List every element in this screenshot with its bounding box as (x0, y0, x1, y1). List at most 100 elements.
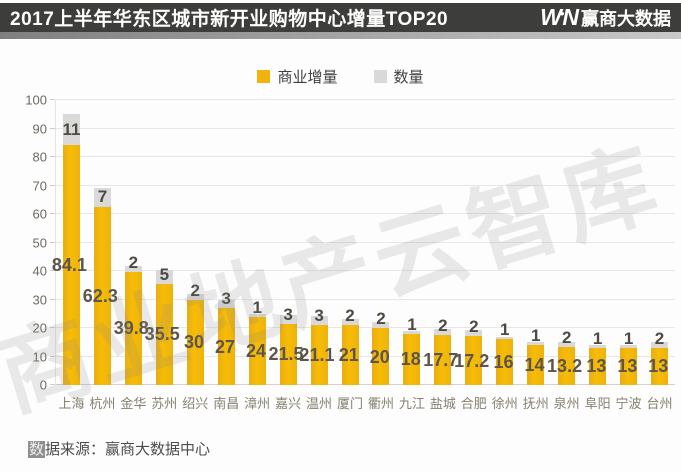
value-label-金华: 39.8 (113, 318, 149, 339)
legend-item-count: 数量 (373, 66, 424, 87)
bar-increment-台州 (651, 347, 669, 385)
bar-count-台州 (651, 342, 669, 348)
value-label-衢州: 20 (369, 346, 390, 367)
value-label-苏州: 35.5 (144, 324, 180, 345)
gridline-0 (56, 384, 675, 385)
value-label-上海: 84.1 (51, 255, 87, 276)
value-label-杭州: 62.3 (82, 286, 118, 307)
bar-increment-九江 (403, 333, 421, 385)
bar-increment-苏州 (155, 283, 173, 385)
x-axis-label-盐城: 盐城 (429, 396, 456, 411)
chart-legend: 商业增量 数量 (0, 66, 681, 87)
x-axis-label-合肥: 合肥 (460, 396, 487, 411)
bar-increment-上海 (62, 145, 80, 385)
x-axis-label-泉州: 泉州 (553, 396, 580, 411)
logo-brand-name: 赢商大数据 (581, 8, 671, 29)
count-label-九江: 1 (407, 314, 417, 334)
bar-count-合肥 (465, 330, 483, 336)
header-bar: 2017上半年华东区城市新开业购物中心增量TOP20 W • N 赢商大数据 (0, 3, 681, 32)
bar-increment-阜阳 (589, 347, 607, 385)
value-label-台州: 13 (648, 356, 669, 377)
value-label-温州: 21.1 (299, 344, 335, 365)
y-axis-label-30: 30 (32, 292, 47, 307)
bar-count-阜阳 (589, 345, 607, 348)
bar-increment-衢州 (372, 328, 390, 385)
value-label-盐城: 17.7 (423, 349, 459, 370)
bar-count-漳州 (248, 313, 266, 317)
logo-letter-w: W (540, 4, 562, 30)
count-label-合肥: 2 (469, 316, 479, 336)
bar-increment-金华 (124, 271, 142, 385)
logo-letter-n: N (562, 4, 579, 30)
value-label-厦门: 21 (338, 345, 359, 366)
y-axis-label-70: 70 (32, 178, 47, 193)
gridline-60 (56, 213, 675, 214)
bar-count-绍兴 (186, 293, 204, 300)
y-axis-label-60: 60 (32, 206, 47, 222)
bar-count-金华 (124, 265, 142, 272)
win-logo-icon: W • N (540, 4, 579, 31)
value-label-泉州: 13.2 (547, 356, 583, 377)
y-tick-50 (50, 241, 55, 243)
x-axis-label-台州: 台州 (646, 396, 673, 411)
x-axis-label-温州: 温州 (306, 396, 333, 411)
bar-increment-漳州 (248, 316, 266, 385)
bar-increment-泉州 (558, 347, 576, 385)
bar-count-抚州 (527, 342, 545, 346)
x-axis-label-杭州: 杭州 (89, 396, 116, 411)
count-label-宁波: 1 (623, 328, 634, 348)
legend-label-increment: 商业增量 (277, 69, 338, 86)
gridline-30 (56, 298, 675, 300)
bar-count-盐城 (434, 328, 452, 335)
value-label-徐州: 16 (493, 352, 514, 373)
gridline-90 (56, 127, 675, 129)
bar-increment-盐城 (434, 334, 452, 385)
x-axis-label-抚州: 抚州 (522, 396, 549, 411)
bar-increment-杭州 (93, 207, 111, 385)
count-label-南昌: 3 (221, 289, 231, 309)
count-label-台州: 2 (654, 328, 665, 348)
bar-count-徐州 (496, 336, 514, 340)
bar-count-宁波 (620, 345, 638, 348)
y-tick-100 (50, 99, 55, 100)
y-axis-label-0: 0 (39, 377, 47, 393)
value-label-南昌: 27 (215, 336, 236, 357)
win-data-logo: W • N 赢商大数据 (540, 4, 671, 31)
legend-item-increment: 商业增量 (257, 66, 338, 87)
gridline-100 (56, 99, 675, 100)
bar-increment-南昌 (217, 308, 235, 385)
y-tick-90 (50, 127, 55, 129)
count-label-厦门: 2 (345, 306, 355, 326)
y-tick-70 (50, 184, 55, 186)
bar-count-九江 (403, 330, 421, 334)
count-label-衢州: 2 (376, 309, 386, 328)
value-label-合肥: 17.2 (454, 350, 490, 371)
x-axis-label-徐州: 徐州 (491, 396, 518, 411)
legend-swatch-gray (373, 70, 387, 83)
count-label-上海: 11 (62, 119, 81, 139)
bar-increment-厦门 (341, 325, 359, 385)
bar-increment-嘉兴 (279, 323, 297, 385)
bar-increment-徐州 (496, 339, 514, 385)
y-axis-label-40: 40 (32, 263, 47, 279)
y-axis-label-90: 90 (32, 121, 47, 136)
y-axis-label-20: 20 (32, 320, 47, 336)
bar-count-泉州 (558, 341, 576, 348)
count-label-阜阳: 1 (592, 328, 603, 348)
logo-dot-icon: • (559, 6, 564, 21)
y-tick-60 (50, 213, 55, 214)
value-label-漳州: 24 (245, 340, 266, 361)
count-label-徐州: 1 (500, 320, 510, 340)
bar-count-厦门 (341, 319, 359, 326)
source-highlight-char: 数 (28, 441, 46, 458)
y-tick-0 (50, 384, 55, 385)
x-axis-label-金华: 金华 (120, 396, 147, 411)
gridline-70 (56, 184, 675, 186)
bar-increment-合肥 (465, 335, 483, 385)
plot-area: 0 10 20 30 40 50 60 70 80 90 100 84.1 11 上海 62.3 7 杭州 39.… (25, 94, 675, 411)
y-tick-40 (50, 270, 55, 271)
gridline-40 (56, 270, 675, 271)
x-axis-label-阜阳: 阜阳 (584, 396, 611, 411)
gridline-20 (56, 327, 675, 328)
count-label-杭州: 7 (97, 187, 108, 207)
